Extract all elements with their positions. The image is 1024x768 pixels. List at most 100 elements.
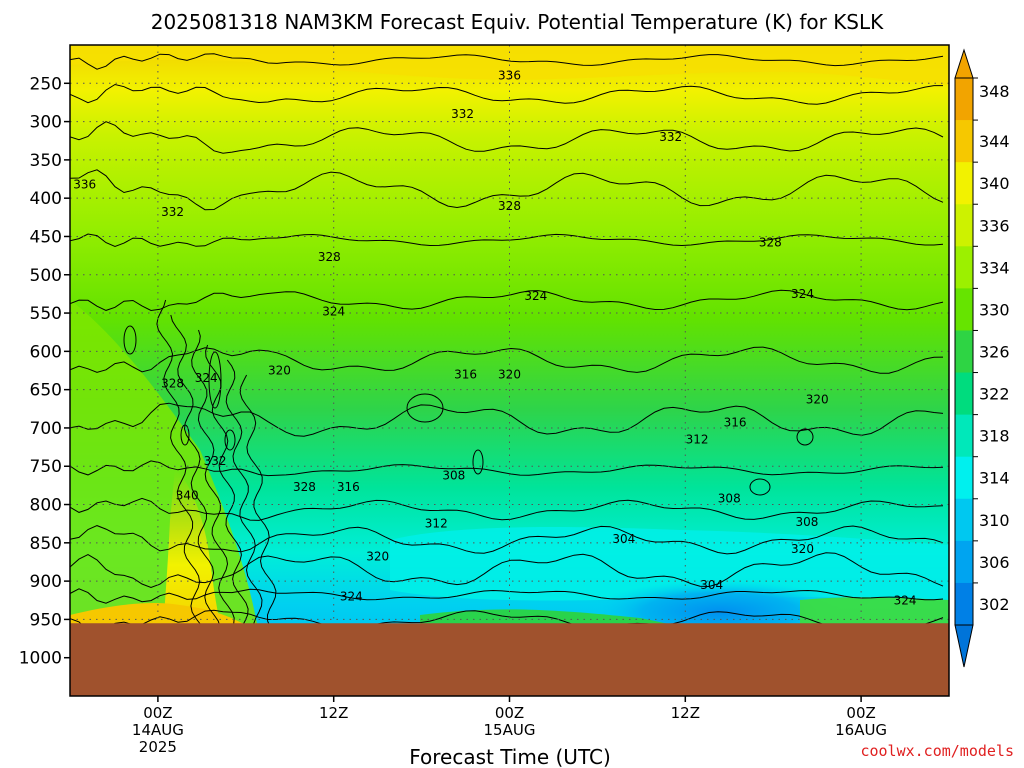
colorbar-segment (955, 498, 973, 542)
contour-label: 324 (894, 593, 917, 607)
contour-line (70, 460, 944, 477)
contour-line (70, 169, 944, 211)
contour-label: 312 (425, 517, 448, 531)
colorbar-segment (955, 246, 973, 289)
colorbar-segment (955, 204, 973, 247)
contour-label: 332 (204, 454, 227, 468)
x-tick-label: 00Z (495, 704, 524, 722)
x-tick-label: 12Z (319, 704, 348, 722)
colorbar-segment (955, 414, 973, 458)
contour-line (70, 497, 944, 521)
colorbar-label: 318 (979, 427, 1010, 446)
y-tick-label: 400 (30, 189, 62, 209)
colorbar-label: 344 (979, 132, 1010, 151)
y-tick-label: 650 (30, 381, 62, 401)
contour-label: 336 (73, 177, 96, 191)
y-tick-label: 750 (30, 457, 62, 477)
closed-contour (208, 351, 222, 409)
colorbar-label: 302 (979, 595, 1010, 614)
colorbar-segment (955, 372, 973, 416)
contour-label: 324 (340, 589, 363, 603)
colorbar-label: 310 (979, 511, 1010, 530)
x-tick-label: 00Z (143, 704, 172, 722)
y-tick-label: 450 (30, 227, 62, 247)
y-tick-label: 1000 (19, 649, 62, 669)
contour-label: 332 (161, 205, 184, 219)
colorbar-segment (955, 582, 973, 626)
x-tick-label: 12Z (671, 704, 700, 722)
contour-label: 320 (498, 367, 521, 381)
contour-line (70, 525, 944, 555)
contour-line (170, 314, 221, 646)
closed-contour (796, 428, 814, 446)
y-tick-label: 600 (30, 342, 62, 362)
contour-line (70, 552, 944, 589)
x-tick-label: 15AUG (484, 721, 536, 739)
y-axis: 250 300 350 400 450 500 550 600 650 700 750 800 850 9… (19, 74, 70, 669)
colorbar-segment (955, 120, 973, 163)
contour-label: 340 (176, 488, 199, 502)
x-tick-label: 14AUG (132, 721, 184, 739)
x-axis-label: Forecast Time (UTC) (409, 745, 611, 768)
y-tick-label: 500 (30, 266, 62, 286)
contour-line (225, 359, 266, 649)
colorbar-segment (955, 330, 973, 374)
x-tick-label: 2025 (139, 738, 177, 756)
colorbar-segment (955, 540, 973, 584)
contour-label: 304 (700, 578, 723, 592)
contour-label: 316 (337, 480, 360, 494)
colorbar-label: 334 (979, 258, 1010, 277)
contour-labels: 336 332 332 336 332 328 328 328 324 324 324 320 316 3… (73, 69, 916, 608)
contour-line (70, 588, 944, 604)
colorbar-label: 330 (979, 300, 1010, 319)
closed-contour (406, 393, 444, 423)
gridlines (70, 45, 949, 696)
colorbar: 348 344 340 336 334 330 326 322 318 314 310 306 302 (954, 48, 1010, 668)
colorbar-bottom-arrow (954, 624, 974, 668)
contour-line (70, 53, 944, 70)
contour-label: 332 (451, 107, 474, 121)
contour-label: 320 (268, 364, 291, 378)
contour-label: 320 (366, 550, 389, 564)
colorbar-segment (955, 162, 973, 205)
contour-label: 308 (442, 468, 465, 482)
contour-label: 316 (454, 367, 477, 381)
contour-label: 328 (161, 377, 184, 391)
contour-label: 328 (293, 480, 316, 494)
colorbar-label: 314 (979, 469, 1010, 488)
y-tick-label: 900 (30, 572, 62, 592)
contour-line (70, 83, 943, 105)
y-tick-label: 350 (30, 151, 62, 171)
closed-contour (472, 449, 484, 475)
contour-label: 324 (322, 305, 345, 319)
closed-contour (123, 325, 137, 355)
contour-label: 324 (195, 371, 218, 385)
y-tick-label: 550 (30, 304, 62, 324)
y-tick-label: 250 (30, 74, 62, 94)
contour-line (191, 329, 235, 648)
contour-line (70, 289, 944, 312)
colorbar-label: 322 (979, 385, 1010, 404)
contour-label: 324 (524, 289, 547, 303)
closed-contour (749, 478, 771, 496)
contour-label: 312 (686, 432, 709, 446)
contour-line (70, 346, 944, 374)
colorbar-label: 340 (979, 174, 1010, 193)
closed-contour (224, 429, 236, 451)
contour-label: 328 (498, 199, 521, 213)
y-tick-label: 800 (30, 496, 62, 516)
x-tick-label: 16AUG (835, 721, 887, 739)
contour-label: 336 (498, 69, 521, 83)
contour-label: 316 (724, 416, 747, 430)
contour-label: 320 (806, 393, 829, 407)
contour-label: 304 (612, 532, 635, 546)
y-tick-label: 700 (30, 419, 62, 439)
contour-label: 328 (318, 250, 341, 264)
contour-line (205, 344, 249, 646)
site-credit: coolwx.com/models (860, 742, 1014, 760)
closed-contour (180, 424, 190, 446)
contour-line (239, 374, 283, 646)
mid-cool-layer (390, 527, 949, 601)
contour-label: 308 (718, 491, 741, 505)
